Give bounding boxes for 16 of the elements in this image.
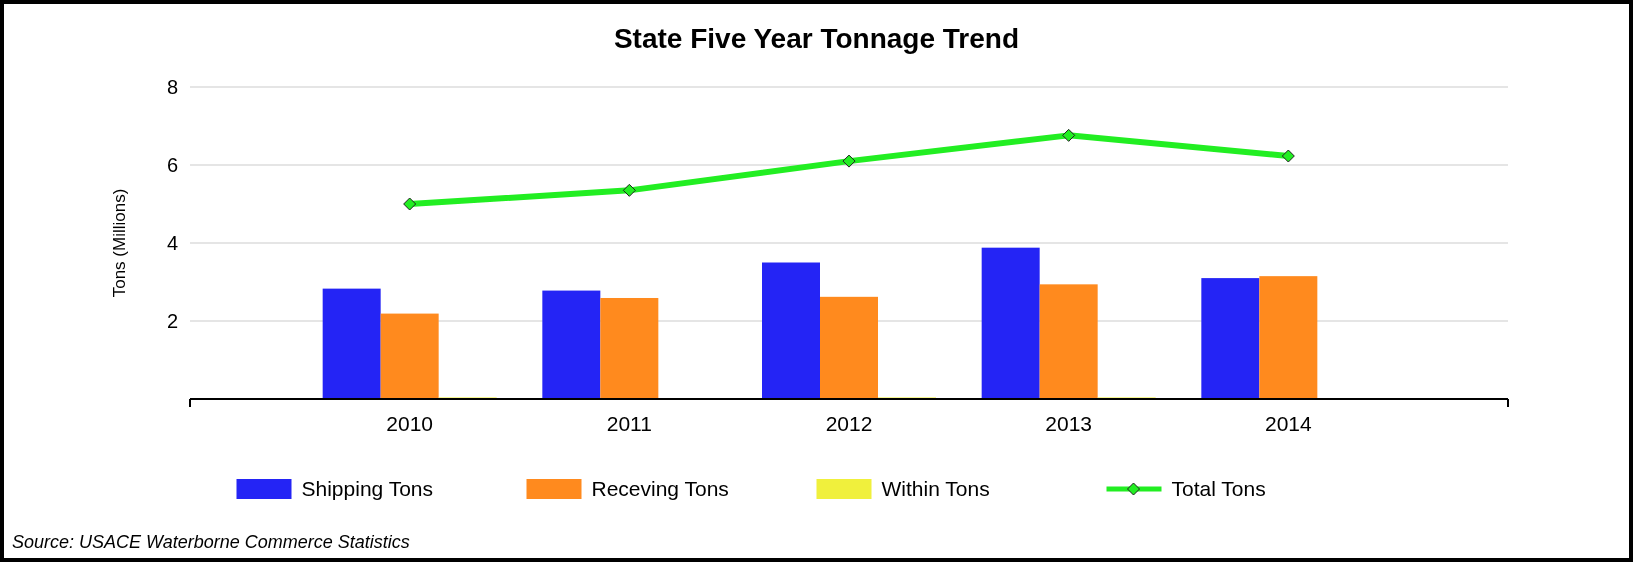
y-tick-label: 2 <box>166 310 178 332</box>
x-tick-label: 2013 <box>1045 412 1093 435</box>
x-tick-label: 2012 <box>825 412 873 435</box>
x-tick-label: 2011 <box>606 412 652 435</box>
x-tick-label: 2010 <box>386 412 434 435</box>
y-axis-title: Tons (Millions) <box>110 188 129 298</box>
legend-label: Receving Tons <box>591 477 729 501</box>
legend-label: Within Tons <box>881 477 990 501</box>
y-tick-label: 6 <box>166 154 178 176</box>
y-tick-label: 4 <box>166 232 178 254</box>
chart-title: State Five Year Tonnage Trend <box>613 23 1020 54</box>
y-tick-label: 8 <box>166 76 178 98</box>
source-note: Source: USACE Waterborne Commerce Statistics <box>12 532 410 552</box>
legend-label: Total Tons <box>1171 477 1266 501</box>
x-tick-label: 2014 <box>1264 412 1313 435</box>
legend-label: Shipping Tons <box>301 477 434 501</box>
